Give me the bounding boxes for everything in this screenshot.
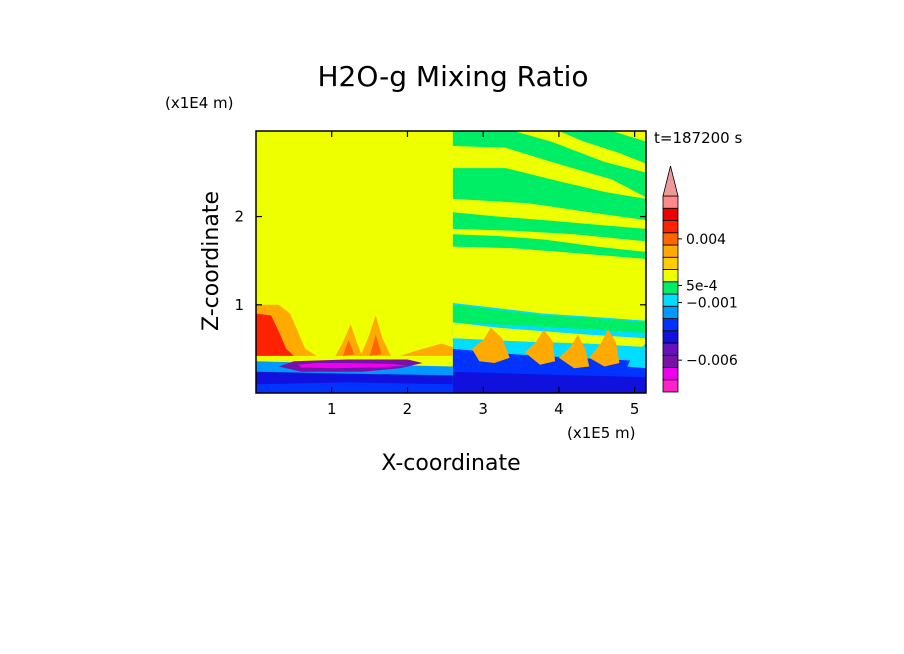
region-magenta-lens [297,363,408,369]
x-tick-label: 3 [478,400,488,418]
region-orange-plume-r3 [558,334,590,369]
x-scale-label: (x1E5 m) [567,424,636,442]
region-green-band-3 [452,212,646,242]
region-orange-plume-r2 [524,329,556,365]
colorbar-swatch [662,293,679,307]
x-axis: 1 2 3 4 5 [327,131,639,418]
x-tick-label: 2 [403,400,413,418]
colorbar-swatch [662,232,679,246]
colorbar-swatch [662,379,679,393]
y-axis-label: Z-coordinate [199,191,224,331]
chart-title: H2O-g Mixing Ratio [317,60,588,93]
colorbar-swatch [662,269,679,283]
x-tick-label: 1 [327,400,337,418]
region-green-band-5 [452,234,646,259]
y-tick-label: 1 [234,296,244,314]
colorbar-swatch [662,342,679,356]
region-red-left-top [256,313,294,356]
colorbar-label: 5e-4 [686,278,718,294]
region-green-band-4 [558,131,646,164]
x-tick-label: 4 [554,400,564,418]
colorbar: 0.004 5e-4 −0.001 −0.006 [662,165,738,393]
colorbar-swatch [662,256,679,270]
region-orange-plume-r1 [471,327,510,363]
region-red-plume-l2 [369,334,382,356]
region-yellow-mid-right [452,322,646,348]
region-orange-plume-l3 [399,343,453,356]
colorbar-swatch [662,207,679,221]
colorbar-swatch [662,330,679,344]
contour-fills [256,131,646,393]
colorbar-swatch [662,195,679,209]
plot-frame [255,130,647,394]
y-axis: 12 [234,208,646,314]
y-scale-label: (x1E4 m) [165,94,234,112]
colorbar-label: −0.001 [686,296,738,312]
region-orange-plume-l1 [335,324,362,356]
region-orange-plume-r4 [589,329,620,367]
colorbar-swatch [662,318,679,332]
time-label: t=187200 s [654,129,742,147]
colorbar-swatch [662,281,679,295]
region-green-band-2 [452,168,646,221]
colorbar-swatch [662,367,679,381]
colorbar-swatch [662,305,679,319]
region-green-upper-right [452,304,646,333]
colorbar-swatch [662,244,679,258]
x-tick-label: 5 [630,400,640,418]
colorbar-swatch [662,220,679,234]
colorbar-label: 0.004 [686,232,726,248]
x-axis-label: X-coordinate [381,451,520,476]
y-tick-label: 2 [234,208,244,226]
region-navy-lower-right [452,371,646,393]
colorbar-extend-arrow [662,165,679,197]
region-red-plume-l1 [343,340,355,356]
region-blue-lower-left [256,382,453,393]
region-green-band-1 [452,131,646,198]
colorbar-label: −0.006 [686,353,738,369]
region-cyan-plume-r5 [627,343,646,369]
colorbar-swatch [662,354,679,368]
